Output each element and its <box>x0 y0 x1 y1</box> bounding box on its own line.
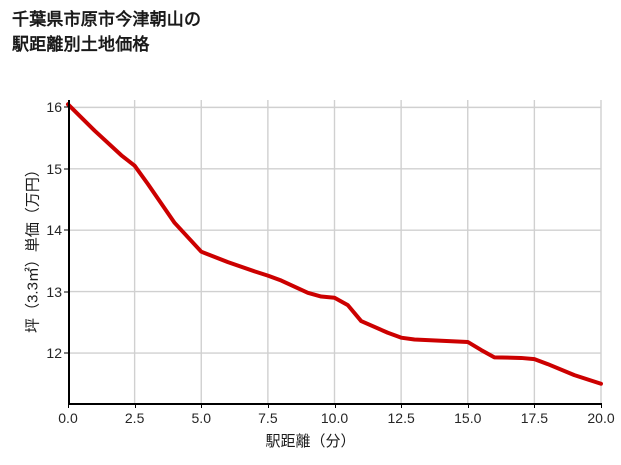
y-axis-title: 坪（3.3㎡）単価（万円） <box>24 162 42 333</box>
plot-svg <box>66 100 603 404</box>
y-tick-mark <box>64 229 69 231</box>
y-tick-mark <box>64 291 69 293</box>
y-tick-label: 15 <box>46 160 62 177</box>
y-tick-label: 12 <box>46 345 62 362</box>
x-tick-label: 10.0 <box>320 410 349 426</box>
y-tick-mark <box>64 168 69 170</box>
x-tick-mark <box>134 404 136 408</box>
data-line-series-0 <box>66 102 603 386</box>
y-tick-mark <box>64 352 69 354</box>
x-tick-mark <box>68 404 69 408</box>
x-tick-mark <box>601 404 602 408</box>
x-tick-label: 2.5 <box>124 410 145 426</box>
y-tick-label: 14 <box>46 222 62 239</box>
chart-title: 千葉県市原市今津朝山の 駅距離別土地価格 <box>12 10 202 54</box>
y-tick-mark <box>64 106 69 108</box>
y-tick-label: 16 <box>46 99 62 116</box>
y-axis-tick-labels: 12 13 14 15 16 <box>10 0 62 465</box>
vertical-gridlines <box>133 100 602 404</box>
x-tick-label: 5.0 <box>191 410 211 426</box>
y-axis-spine <box>68 100 70 405</box>
x-tick-label: 7.5 <box>258 410 278 426</box>
x-tick-label: 0.0 <box>58 410 78 426</box>
x-tick-mark <box>201 404 203 408</box>
x-axis-title: 駅距離（分） <box>265 433 356 450</box>
x-tick-label: 12.5 <box>387 410 415 426</box>
x-tick-label: 15.0 <box>454 410 482 426</box>
x-tick-mark <box>334 404 336 408</box>
x-tick-label: 20.0 <box>587 410 615 426</box>
x-tick-mark <box>534 404 536 408</box>
x-tick-mark <box>401 404 403 408</box>
x-tick-mark <box>467 404 469 408</box>
x-tick-mark <box>267 404 269 408</box>
plot-area <box>66 100 603 404</box>
y-tick-label: 13 <box>46 283 62 300</box>
x-tick-label: 17.5 <box>520 410 548 426</box>
